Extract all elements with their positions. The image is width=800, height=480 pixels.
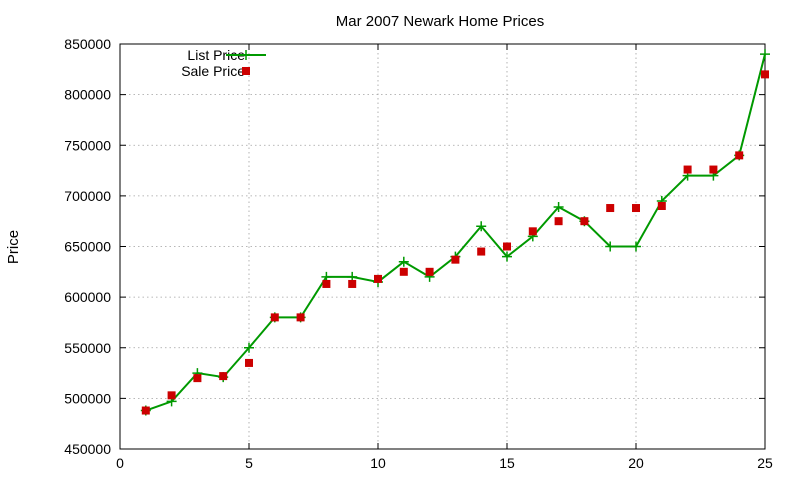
y-tick-label: 750000 [64, 137, 111, 153]
sale-price-point [425, 267, 434, 276]
axes: 0 5 10 15 20 25 450000 500000 550000 600000 650000… [64, 36, 773, 471]
list-price-point [760, 49, 770, 60]
list-price-point [476, 221, 487, 232]
sale-price-point [709, 165, 718, 174]
series-layer [140, 49, 770, 416]
chart-title: Mar 2007 Newark Home Prices [336, 13, 544, 30]
sale-price-point [657, 202, 666, 210]
y-axis-label: Price [5, 230, 22, 264]
sale-price-point [296, 313, 305, 322]
legend-sample-list-price-marker [241, 50, 251, 60]
sale-price-point [348, 279, 357, 288]
y-tick-label: 550000 [64, 340, 111, 356]
sale-price-point [735, 151, 744, 160]
sale-price-point [374, 274, 382, 283]
x-tick-label: 10 [370, 455, 386, 471]
sale-price-point [683, 165, 692, 174]
sale-price-point [167, 391, 176, 400]
sale-price-point [761, 70, 769, 79]
sale-price-point [477, 247, 486, 256]
sale-price-point [141, 406, 150, 415]
list-price-line [145, 53, 766, 412]
sale-price-point [219, 372, 228, 381]
sale-price-point [451, 255, 460, 264]
sale-price-point [245, 358, 253, 367]
y-tick-label: 450000 [64, 441, 111, 457]
sale-price-series [141, 70, 769, 415]
legend-label-list-price: List Price [187, 47, 245, 63]
sale-price-point [632, 204, 640, 213]
y-tick-label: 650000 [64, 239, 111, 255]
list-price-series [140, 49, 770, 416]
list-price-point [553, 202, 564, 213]
x-tick-label: 20 [628, 455, 644, 471]
sale-price-point [503, 242, 511, 251]
sale-price-point [193, 374, 202, 383]
y-tick-label: 700000 [64, 188, 111, 204]
y-tick-label: 850000 [64, 36, 111, 52]
grid-lines [120, 44, 765, 449]
list-price-point [244, 342, 254, 353]
y-tick-label: 800000 [64, 87, 111, 103]
list-price-point [398, 256, 409, 267]
list-price-point [502, 251, 512, 262]
y-tick-label: 600000 [64, 289, 111, 305]
sale-price-point [554, 217, 563, 226]
list-price-point [631, 241, 641, 252]
legend-sample-sale-price-marker [242, 67, 250, 75]
x-tick-label: 15 [499, 455, 515, 471]
x-tick-label: 25 [757, 455, 773, 471]
y-tick-label: 500000 [64, 390, 111, 406]
legend-label-sale-price: Sale Price [181, 63, 245, 79]
x-tick-label: 0 [116, 455, 124, 471]
sale-price-point [322, 279, 331, 288]
sale-price-point [399, 267, 408, 276]
sale-price-point [606, 204, 615, 213]
x-tick-label: 5 [245, 455, 253, 471]
sale-price-point [580, 217, 589, 226]
sale-price-point [528, 227, 537, 236]
plot-frame [119, 43, 766, 450]
list-price-point [605, 241, 616, 252]
sale-price-point [270, 313, 279, 322]
